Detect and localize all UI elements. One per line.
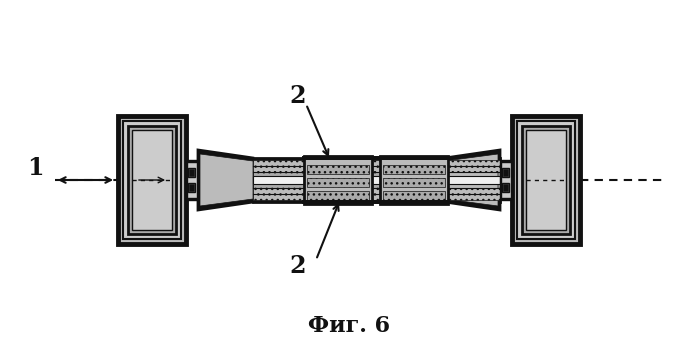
Text: 1: 1 xyxy=(27,156,43,180)
Bar xyxy=(383,191,445,200)
Bar xyxy=(383,178,445,187)
Bar xyxy=(253,176,500,184)
Polygon shape xyxy=(198,150,253,210)
Bar xyxy=(253,160,500,200)
Bar xyxy=(380,156,448,204)
Bar xyxy=(187,162,197,198)
Bar xyxy=(302,156,450,160)
Text: 2: 2 xyxy=(290,84,306,108)
Bar xyxy=(189,184,194,191)
Bar xyxy=(383,165,445,174)
Bar xyxy=(253,158,500,202)
Bar xyxy=(500,160,512,200)
Polygon shape xyxy=(200,154,253,206)
Bar xyxy=(502,168,509,177)
Bar xyxy=(307,178,369,187)
Bar xyxy=(118,116,186,244)
Bar xyxy=(512,116,580,244)
Bar xyxy=(304,156,372,204)
Bar xyxy=(188,168,195,177)
Bar xyxy=(307,191,369,200)
Bar xyxy=(253,188,500,200)
Bar xyxy=(123,121,181,239)
Bar xyxy=(128,126,176,234)
Bar xyxy=(186,160,198,200)
Bar xyxy=(501,162,511,198)
Bar xyxy=(189,169,194,176)
Bar xyxy=(307,165,369,174)
Polygon shape xyxy=(445,154,498,206)
Polygon shape xyxy=(445,150,500,210)
Bar xyxy=(502,183,509,192)
Bar xyxy=(517,121,575,239)
Bar xyxy=(132,130,172,230)
Bar xyxy=(522,126,570,234)
Bar xyxy=(503,169,508,176)
Bar xyxy=(503,184,508,191)
Bar xyxy=(526,130,566,230)
Text: 2: 2 xyxy=(290,254,306,278)
Bar xyxy=(302,200,450,204)
Bar xyxy=(188,183,195,192)
Bar xyxy=(253,160,500,172)
Text: Фиг. 6: Фиг. 6 xyxy=(308,315,390,337)
